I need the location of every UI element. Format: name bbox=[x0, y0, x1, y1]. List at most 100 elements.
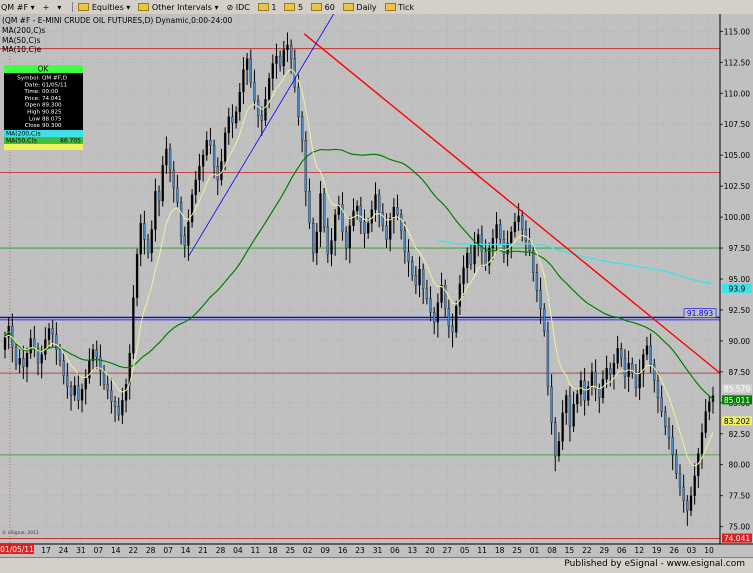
x-day-label: 28 bbox=[146, 546, 156, 555]
x-day-label: 12 bbox=[634, 546, 644, 555]
candle-down bbox=[535, 272, 539, 291]
trendlines[interactable] bbox=[188, 14, 721, 374]
copyright: © eSignal, 2011 bbox=[2, 529, 39, 536]
data-window-label: Time: bbox=[23, 89, 40, 95]
x-day-label: 25 bbox=[285, 546, 295, 555]
candle-up bbox=[477, 234, 480, 245]
price-tag-ma200-bg bbox=[722, 283, 752, 293]
candle-down bbox=[524, 229, 528, 241]
interval-5-button[interactable]: 5 bbox=[283, 3, 304, 12]
data-window-ma50-value: 86.705 bbox=[60, 138, 81, 145]
interval-60-button[interactable]: 60 bbox=[310, 3, 336, 12]
price-axis-background bbox=[720, 14, 753, 544]
candle-down bbox=[444, 285, 447, 309]
x-day-label: 05 bbox=[460, 546, 470, 555]
candle-up bbox=[3, 337, 7, 350]
candle-down bbox=[422, 268, 425, 290]
candle-down bbox=[172, 169, 175, 188]
candle-up bbox=[462, 267, 465, 285]
data-window-body bbox=[4, 73, 83, 130]
zoom-in-icon[interactable]: + bbox=[42, 2, 50, 12]
candle-up bbox=[18, 358, 21, 365]
tick-button[interactable]: Tick bbox=[384, 3, 415, 12]
x-day-label: 08 bbox=[547, 546, 557, 555]
candle-down bbox=[675, 454, 678, 474]
daily-button[interactable]: Daily bbox=[342, 3, 378, 12]
price-tag-ma200: 93.9 bbox=[729, 284, 746, 293]
candle-down bbox=[396, 207, 399, 215]
candle-down bbox=[14, 346, 18, 365]
candle-up bbox=[517, 215, 520, 223]
candle-up bbox=[267, 78, 271, 100]
candle-up bbox=[389, 218, 392, 240]
candle-down bbox=[113, 401, 117, 407]
candle-down bbox=[22, 358, 25, 368]
ma50-line bbox=[4, 148, 714, 400]
candle-up bbox=[616, 348, 619, 364]
folder-icon bbox=[384, 3, 396, 11]
y-tick-label: 80.00 bbox=[729, 461, 751, 470]
data-window-header: OK bbox=[38, 65, 50, 74]
tick-label: Tick bbox=[398, 2, 415, 12]
candle-up bbox=[198, 166, 201, 181]
y-tick-label: 110.00 bbox=[724, 89, 750, 98]
candle-down bbox=[480, 234, 484, 252]
x-day-label: 15 bbox=[565, 546, 575, 555]
candle-up bbox=[190, 194, 194, 223]
candle-up bbox=[612, 363, 616, 375]
x-day-label: 21 bbox=[198, 546, 208, 555]
candle-down bbox=[678, 473, 682, 488]
date-tag: 01/05/11 bbox=[0, 545, 34, 554]
data-window-label: Close bbox=[25, 123, 41, 129]
candle-up bbox=[150, 229, 153, 254]
candle-down bbox=[660, 397, 663, 412]
time-axis: 17 24 31 07 14 22 28 07 14 21 28 04 11 18 25 02 09 16 23 31… bbox=[41, 546, 714, 555]
price-tag-last-bg bbox=[722, 384, 752, 394]
folder-icon bbox=[342, 3, 354, 11]
price-tag-blue_level: 91.893 bbox=[687, 309, 713, 318]
symbol-button[interactable]: QM #F ▾ bbox=[1, 2, 35, 12]
candle-down bbox=[403, 230, 407, 252]
candle-up bbox=[473, 244, 476, 265]
price-chart[interactable]: 75.0077.5080.0082.5085.0087.5090.0092.50… bbox=[0, 14, 753, 557]
folder-icon bbox=[257, 3, 269, 11]
candle-up bbox=[392, 207, 396, 219]
data-window-ma200-row bbox=[4, 130, 83, 137]
candle-down bbox=[499, 224, 502, 240]
candle-down bbox=[36, 348, 40, 364]
candle-down bbox=[385, 225, 388, 240]
candle-up bbox=[436, 302, 440, 323]
candle-down bbox=[532, 250, 535, 273]
support-resistance-lines bbox=[0, 48, 720, 539]
y-tick-label: 77.50 bbox=[729, 492, 751, 501]
candle-up bbox=[121, 400, 124, 416]
candle-up bbox=[40, 354, 43, 364]
other-intervals-button[interactable]: Other Intervals ▾ bbox=[137, 3, 219, 12]
candle-down bbox=[521, 215, 524, 230]
idc-button[interactable]: ⊘ IDC bbox=[226, 2, 250, 12]
candle-down bbox=[671, 437, 674, 455]
data-window-ma50-label: MA(50,C)s bbox=[6, 138, 37, 145]
data-window-label: High bbox=[27, 110, 40, 116]
candle-down bbox=[183, 235, 186, 246]
x-day-label: 18 bbox=[495, 546, 505, 555]
equities-button[interactable]: Equities ▾ bbox=[77, 3, 131, 12]
x-day-label: 31 bbox=[373, 546, 383, 555]
x-day-label: 13 bbox=[408, 546, 418, 555]
candle-up bbox=[73, 385, 76, 396]
candle-up bbox=[590, 371, 594, 387]
legend-ma50: MA(50,C)s bbox=[2, 36, 41, 45]
candle-up bbox=[194, 179, 197, 195]
y-tick-label: 97.50 bbox=[729, 244, 751, 253]
interval-1-button[interactable]: 1 bbox=[257, 3, 278, 12]
candle-down bbox=[146, 239, 150, 254]
candle-up bbox=[165, 148, 168, 166]
candle-up bbox=[161, 164, 164, 202]
y-tick-label: 75.00 bbox=[729, 523, 751, 532]
candle-up bbox=[205, 140, 208, 156]
candle-up bbox=[223, 132, 227, 162]
dropdown-arrow-icon[interactable]: ▾ bbox=[57, 2, 62, 12]
interval-5-label: 5 bbox=[298, 2, 304, 12]
